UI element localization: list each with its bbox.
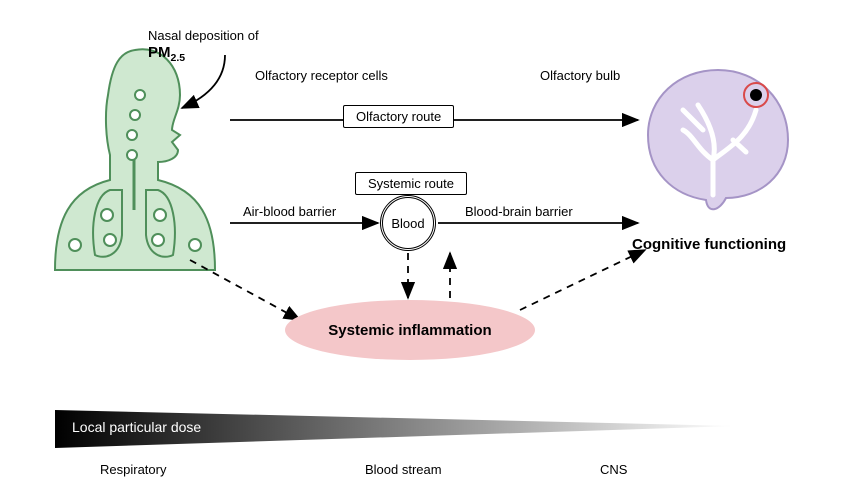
axis-blood: Blood stream [365, 462, 442, 477]
nasal-pm: PM2.5 [148, 44, 185, 64]
axis-respiratory: Respiratory [100, 462, 166, 477]
olfactory-bulb-label: Olfactory bulb [540, 68, 620, 83]
cognitive-label: Cognitive functioning [632, 236, 786, 253]
systemic-route-box: Systemic route [355, 172, 467, 195]
diagram-stage: Nasal deposition of PM2.5 Olfactory rece… [0, 0, 850, 500]
olfactory-cells-label: Olfactory receptor cells [255, 68, 388, 83]
air-blood-label: Air-blood barrier [243, 204, 336, 219]
blood-brain-label: Blood-brain barrier [465, 204, 573, 219]
axis-cns: CNS [600, 462, 627, 477]
olfactory-route-box: Olfactory route [343, 105, 454, 128]
brain-illustration [648, 70, 788, 209]
nasal-line1: Nasal deposition of [148, 28, 259, 43]
blood-circle: Blood [380, 195, 436, 251]
dose-label: Local particular dose [72, 419, 201, 435]
inflammation-ellipse: Systemic inflammation [285, 300, 535, 360]
